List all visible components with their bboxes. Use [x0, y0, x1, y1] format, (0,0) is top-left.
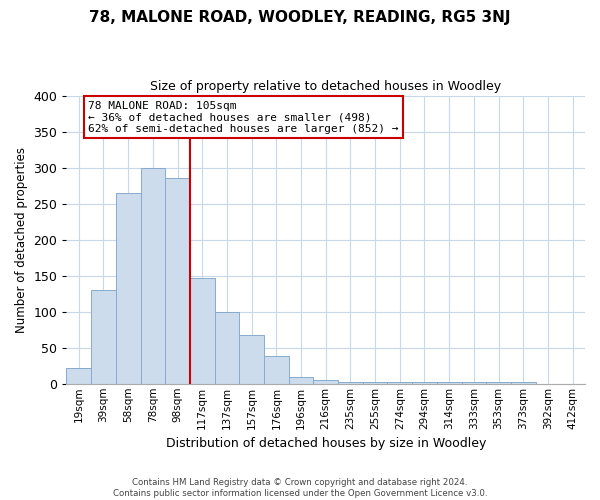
Title: Size of property relative to detached houses in Woodley: Size of property relative to detached ho… — [150, 80, 501, 93]
Bar — [140, 168, 165, 384]
Bar — [388, 382, 412, 384]
Bar — [437, 382, 461, 384]
Y-axis label: Number of detached properties: Number of detached properties — [15, 146, 28, 332]
X-axis label: Distribution of detached houses by size in Woodley: Distribution of detached houses by size … — [166, 437, 486, 450]
Bar — [363, 382, 388, 384]
Text: 78 MALONE ROAD: 105sqm
← 36% of detached houses are smaller (498)
62% of semi-de: 78 MALONE ROAD: 105sqm ← 36% of detached… — [88, 100, 398, 134]
Bar — [486, 382, 511, 384]
Bar — [338, 382, 363, 384]
Bar — [412, 382, 437, 384]
Bar — [190, 278, 215, 384]
Text: 78, MALONE ROAD, WOODLEY, READING, RG5 3NJ: 78, MALONE ROAD, WOODLEY, READING, RG5 3… — [89, 10, 511, 25]
Bar — [165, 178, 190, 384]
Bar — [116, 193, 140, 384]
Text: Contains HM Land Registry data © Crown copyright and database right 2024.
Contai: Contains HM Land Registry data © Crown c… — [113, 478, 487, 498]
Bar — [461, 382, 486, 384]
Bar — [91, 290, 116, 384]
Bar — [313, 380, 338, 384]
Bar — [289, 378, 313, 384]
Bar — [215, 312, 239, 384]
Bar — [67, 368, 91, 384]
Bar — [264, 356, 289, 384]
Bar — [239, 335, 264, 384]
Bar — [511, 382, 536, 384]
